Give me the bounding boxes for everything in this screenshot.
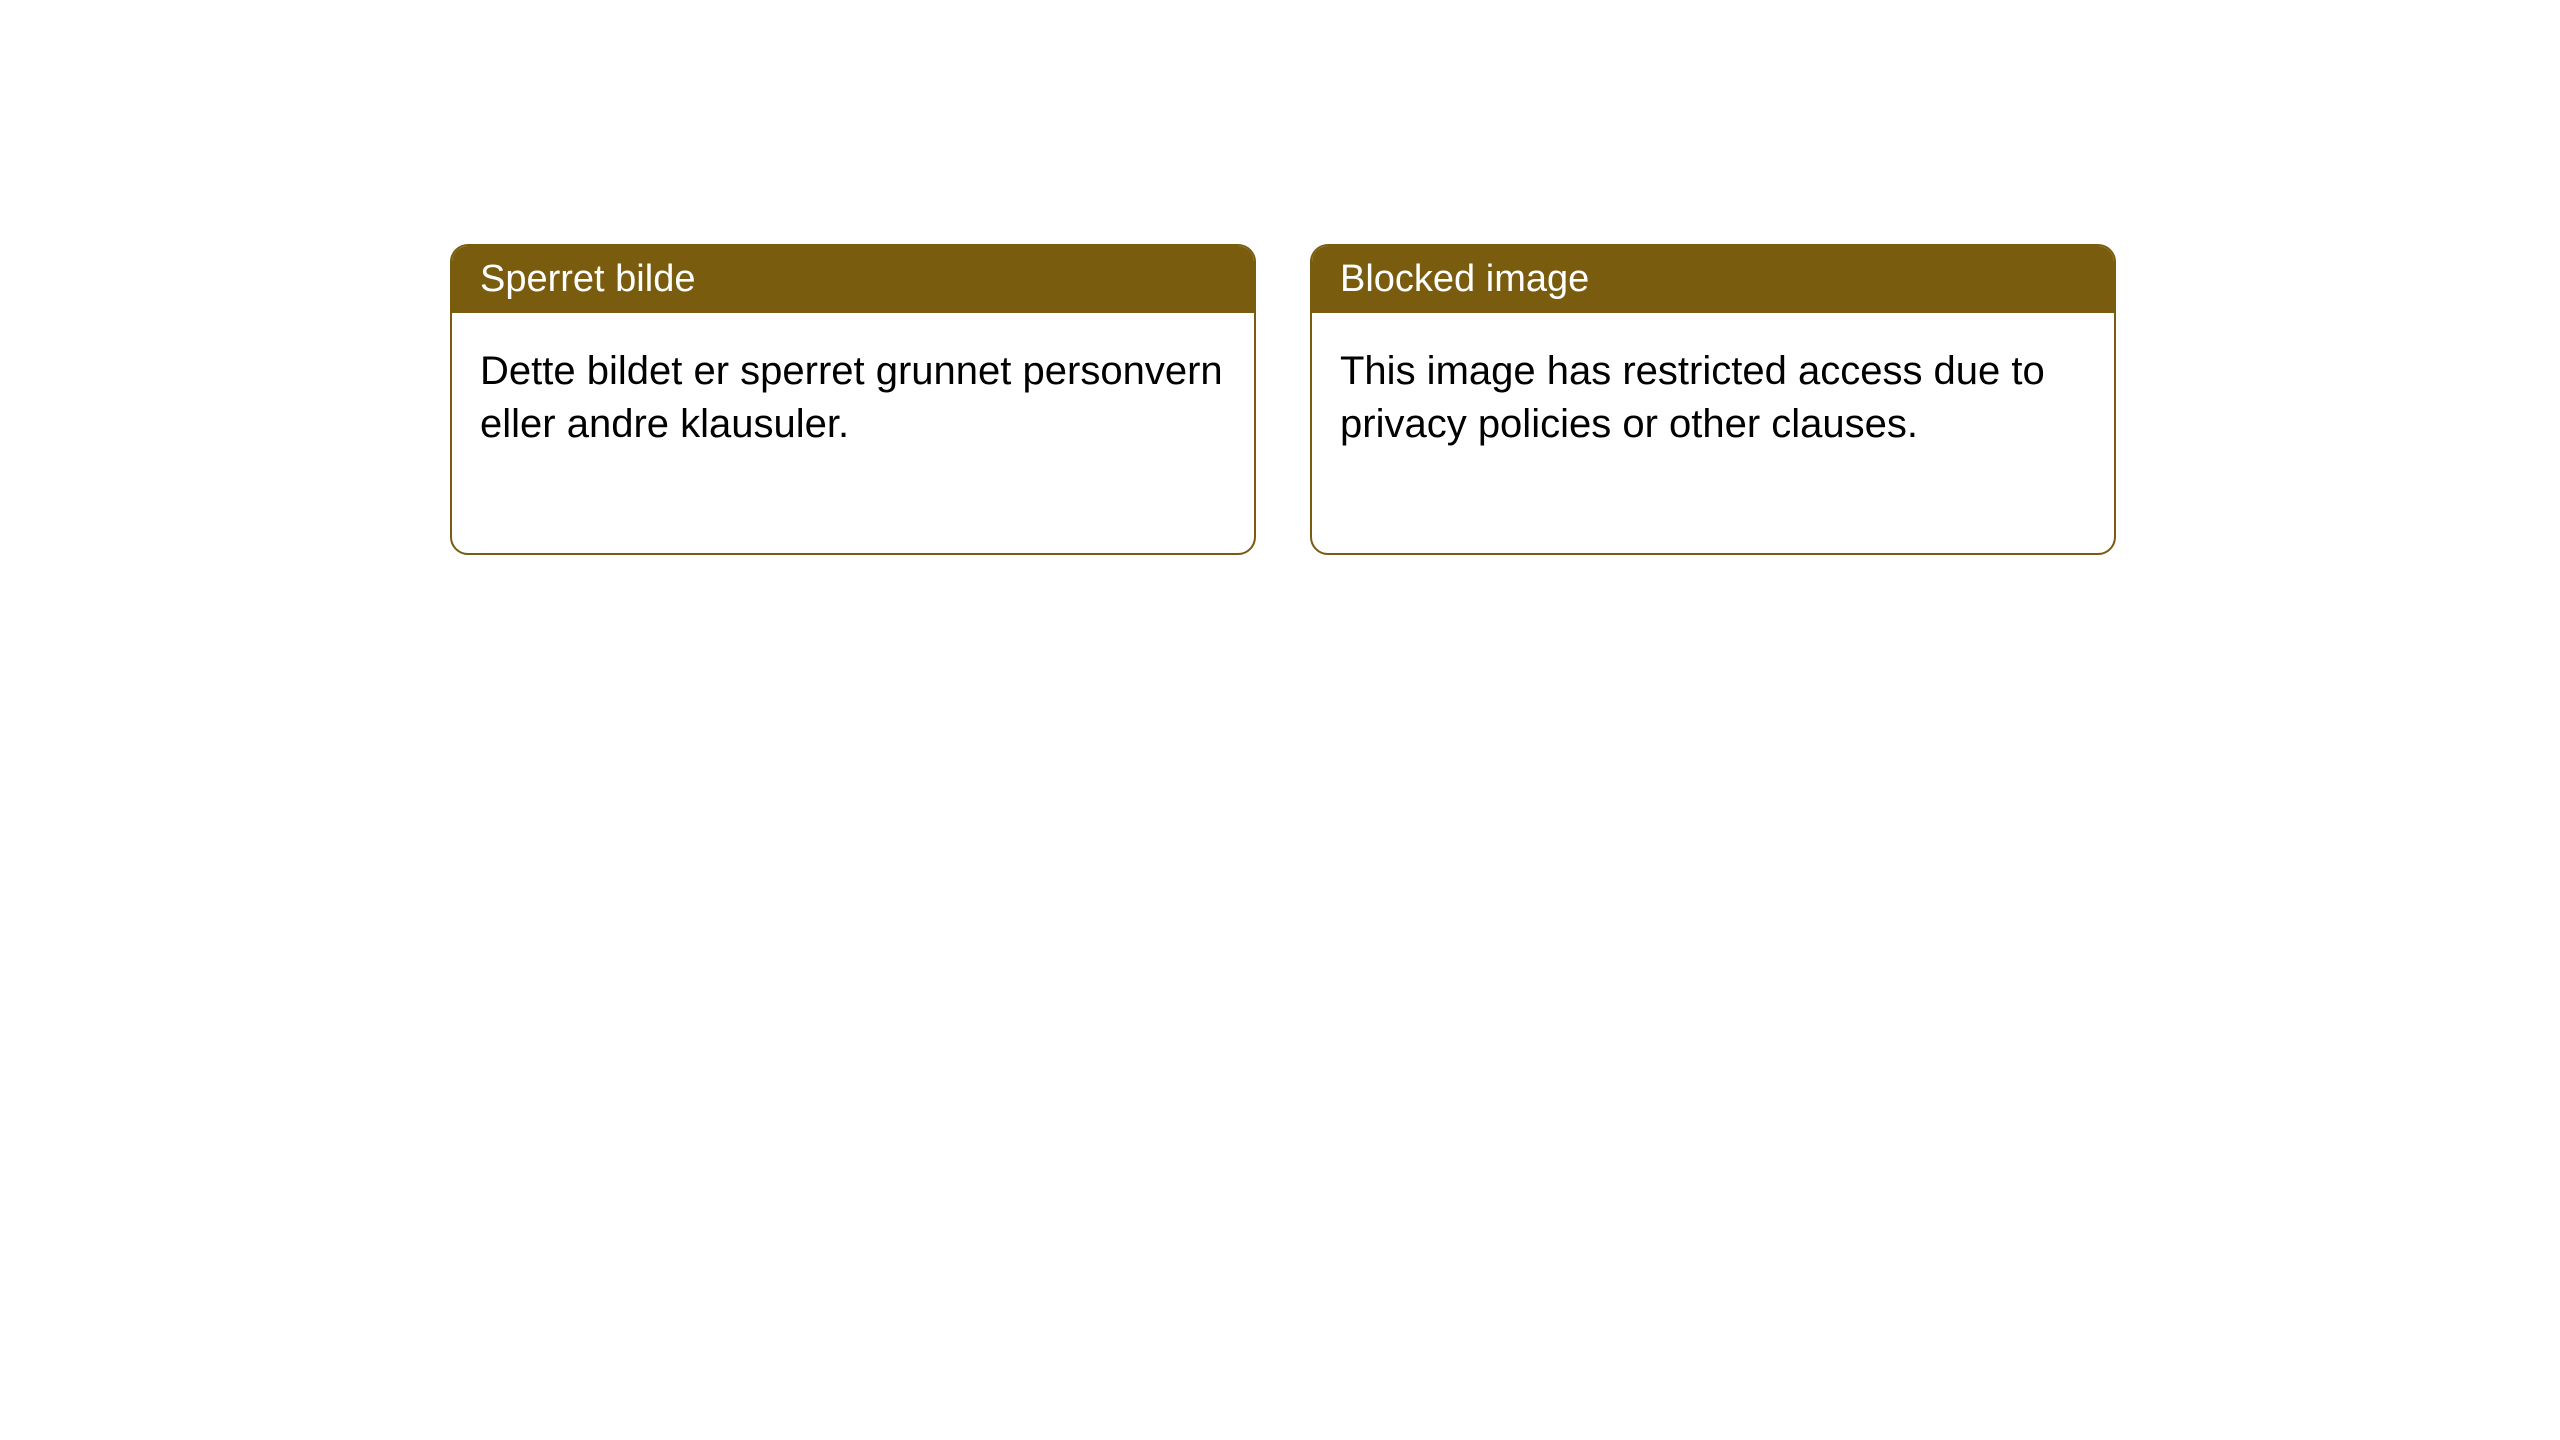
card-body: Dette bildet er sperret grunnet personve… (452, 313, 1254, 553)
notice-card-norwegian: Sperret bilde Dette bildet er sperret gr… (450, 244, 1256, 555)
card-body: This image has restricted access due to … (1312, 313, 2114, 553)
card-header: Blocked image (1312, 246, 2114, 313)
card-title: Blocked image (1340, 258, 1589, 300)
card-body-text: Dette bildet er sperret grunnet personve… (480, 349, 1223, 446)
card-body-text: This image has restricted access due to … (1340, 349, 2045, 446)
card-title: Sperret bilde (480, 258, 695, 300)
card-header: Sperret bilde (452, 246, 1254, 313)
notice-container: Sperret bilde Dette bildet er sperret gr… (450, 244, 2116, 555)
notice-card-english: Blocked image This image has restricted … (1310, 244, 2116, 555)
